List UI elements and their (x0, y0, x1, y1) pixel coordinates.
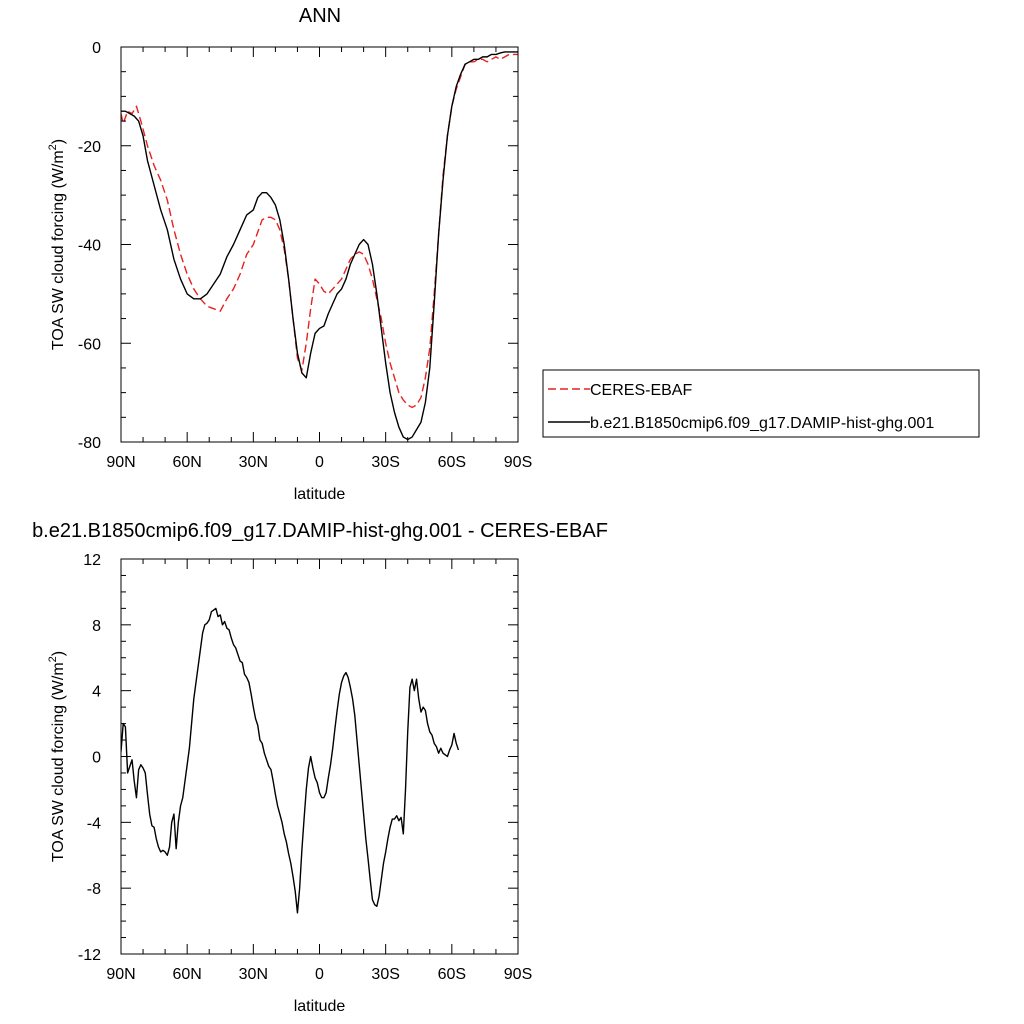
y-tick-label: -60 (78, 336, 101, 353)
y-axis-label-close: ) (50, 139, 67, 144)
difference-panel: b.e21.B1850cmip6.f09_g17.DAMIP-hist-ghg.… (32, 520, 608, 1015)
y-tick-label: -80 (78, 435, 101, 452)
y-axis-label-superscript: 2 (47, 656, 59, 662)
y-tick-label: -12 (78, 947, 101, 964)
y-axis-label-text: TOA SW cloud forcing (W/m (50, 150, 67, 350)
legend-label-1: b.e21.B1850cmip6.f09_g17.DAMIP-hist-ghg.… (590, 415, 934, 432)
chart-title: ANN (299, 5, 341, 27)
series-line-0 (121, 607, 460, 914)
series-line-1 (121, 51, 518, 441)
x-tick-label: 30S (371, 966, 399, 983)
x-tick-label: 60S (438, 966, 466, 983)
y-axis-label-close: ) (50, 651, 67, 656)
x-tick-label: 30N (239, 454, 268, 471)
x-tick-label: 90N (106, 966, 135, 983)
legend-box (542, 369, 980, 438)
annual-mean-panel: ANN 90N 60N 30N 0 30S 60S 90S 0 -20 -40 -60 -80 latit… (47, 5, 532, 503)
legend-label-0: CERES-EBAF (590, 382, 692, 399)
x-tick-label: 30S (371, 454, 399, 471)
x-tick-label: 60N (172, 966, 201, 983)
x-tick-label: 90N (106, 454, 135, 471)
y-tick-label: 4 (92, 684, 101, 701)
plot-frame (120, 558, 519, 955)
y-tick-label: 0 (92, 750, 101, 767)
y-axis-label-text: TOA SW cloud forcing (W/m (50, 662, 67, 862)
x-axis-label: latitude (294, 998, 346, 1015)
legend: CERES-EBAF b.e21.B1850cmip6.f09_g17.DAMIP… (542, 369, 980, 438)
y-axis-label: TOA SW cloud forcing (W/m2) (47, 139, 67, 350)
x-tick-label: 0 (315, 454, 324, 471)
y-tick-label: 8 (92, 618, 101, 635)
plot-frame (120, 46, 519, 443)
chart-title: b.e21.B1850cmip6.f09_g17.DAMIP-hist-ghg.… (32, 520, 608, 542)
x-tick-label: 60S (438, 454, 466, 471)
y-tick-label: 0 (92, 40, 101, 57)
x-tick-label: 90S (504, 454, 532, 471)
x-tick-label: 0 (315, 966, 324, 983)
y-tick-label: -8 (87, 881, 101, 898)
x-tick-label: 30N (239, 966, 268, 983)
y-axis-label-superscript: 2 (47, 144, 59, 150)
y-tick-label: -20 (78, 139, 101, 156)
y-tick-label: 12 (83, 552, 101, 569)
x-axis-label: latitude (294, 486, 346, 503)
y-tick-label: -4 (87, 815, 101, 832)
x-tick-label: 90S (504, 966, 532, 983)
y-tick-label: -40 (78, 238, 101, 255)
y-axis-label: TOA SW cloud forcing (W/m2) (47, 651, 67, 862)
x-tick-label: 60N (172, 454, 201, 471)
series-line-0 (121, 53, 518, 409)
